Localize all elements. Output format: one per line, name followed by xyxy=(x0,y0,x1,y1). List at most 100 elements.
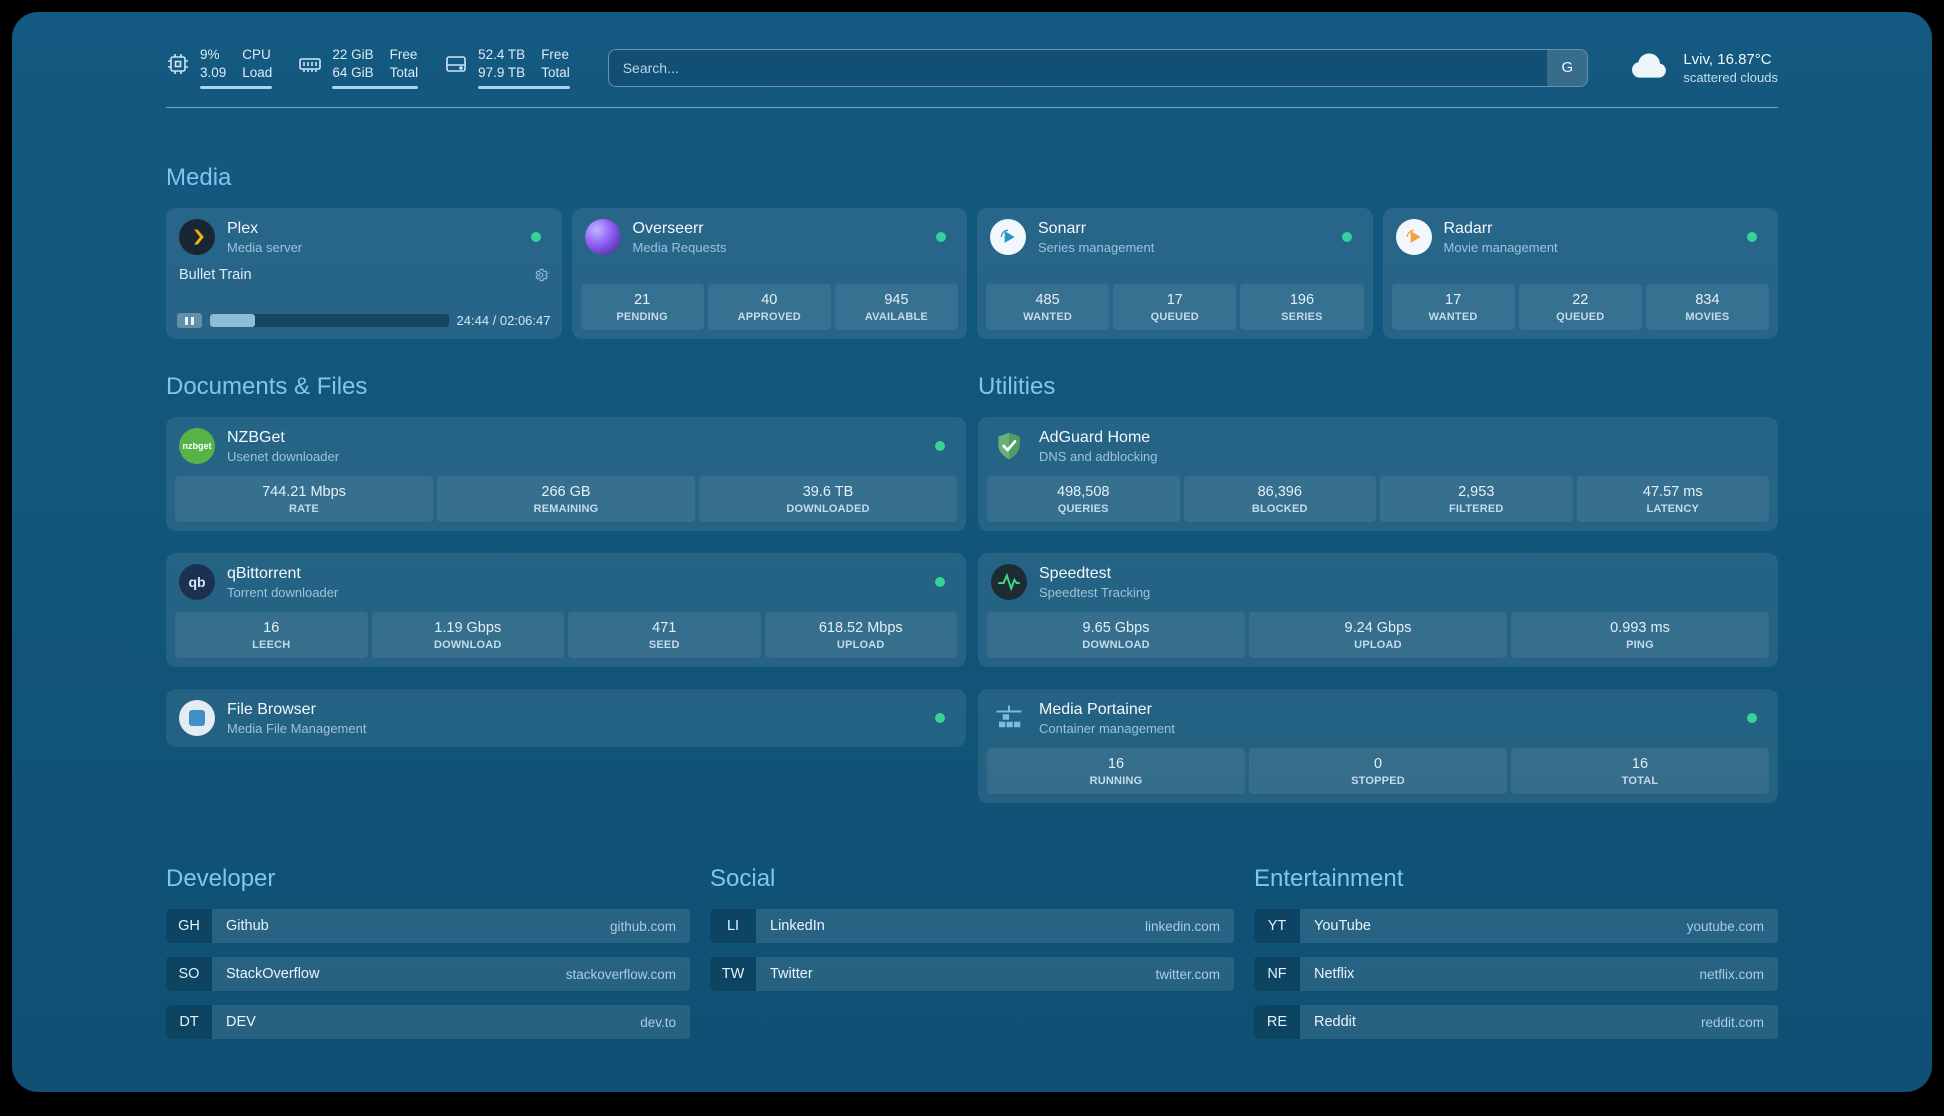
bookmark-dev[interactable]: DT DEV dev.to xyxy=(166,1005,690,1039)
filebrowser-icon xyxy=(179,700,215,736)
playback-progress-bar xyxy=(210,314,449,327)
dashboard-screen: 9% CPU 3.09 Load 22 xyxy=(12,12,1932,1092)
service-card-filebrowser[interactable]: File Browser Media File Management xyxy=(166,689,966,747)
nzbget-stats: 744.21 Mbps RATE 266 GB REMAINING 39.6 T… xyxy=(175,476,957,522)
service-card-portainer[interactable]: Media Portainer Container management 16 … xyxy=(978,689,1778,803)
bookmark-youtube[interactable]: YT YouTube youtube.com xyxy=(1254,909,1778,943)
stat-label: RATE xyxy=(289,503,319,515)
dashboard-container: 9% CPU 3.09 Load 22 xyxy=(166,12,1778,1079)
sonarr-stats: 485 WANTED 17 QUEUED 196 SERIES xyxy=(986,284,1364,330)
service-card-adguard[interactable]: AdGuard Home DNS and adblocking 498,508 … xyxy=(978,417,1778,531)
stat-upload: 618.52 Mbps UPLOAD xyxy=(764,612,957,658)
stat-stopped: 0 STOPPED xyxy=(1249,748,1507,794)
portainer-icon xyxy=(991,700,1027,736)
service-description: Media Requests xyxy=(632,239,727,255)
stat-value: 744.21 Mbps xyxy=(262,484,346,500)
stat-label: WANTED xyxy=(1428,311,1478,323)
pause-button[interactable] xyxy=(177,313,202,328)
speedtest-icon xyxy=(991,564,1027,600)
search-provider-button[interactable]: G xyxy=(1547,49,1588,86)
bookmark-name: StackOverflow xyxy=(226,966,320,982)
stat-label: SERIES xyxy=(1281,311,1323,323)
memory-free-value: 22 GiB xyxy=(332,47,374,62)
search-bar[interactable]: G xyxy=(607,48,1589,87)
stat-movies: 834 MOVIES xyxy=(1645,284,1770,330)
stat-queries: 498,508 QUERIES xyxy=(987,476,1180,522)
stat-ping: 0.993 ms PING xyxy=(1511,612,1769,658)
stat-label: UPLOAD xyxy=(836,639,885,651)
service-name: Sonarr xyxy=(1038,219,1087,237)
disk-free-label: Free xyxy=(541,47,569,62)
bookmark-github[interactable]: GH Github github.com xyxy=(166,909,690,943)
service-card-plex[interactable]: Plex Media server Bullet Train xyxy=(166,208,562,339)
stat-approved: 40 APPROVED xyxy=(707,284,831,330)
stat-rate: 744.21 Mbps RATE xyxy=(175,476,433,522)
disk-widget: 52.4 TB Free 97.9 TB Total xyxy=(444,46,570,89)
bookmark-domain: linkedin.com xyxy=(1144,918,1220,934)
media-row: Plex Media server Bullet Train xyxy=(166,208,1778,339)
bookmark-group-entertainment: Entertainment YT YouTube youtube.com NF … xyxy=(1254,865,1778,1039)
playback-progress-fill xyxy=(210,314,256,327)
disk-icon xyxy=(444,52,468,76)
service-card-radarr[interactable]: Radarr Movie management 17 WANTED 22 QUE… xyxy=(1382,208,1778,339)
stat-queued: 22 QUEUED xyxy=(1518,284,1642,330)
stat-label: SEED xyxy=(648,639,680,651)
qbittorrent-header: qb qBittorrent Torrent downloader xyxy=(175,562,957,602)
bookmark-stackoverflow[interactable]: SO StackOverflow stackoverflow.com xyxy=(166,957,690,991)
stat-queued: 17 QUEUED xyxy=(1113,284,1237,330)
stat-value: 498,508 xyxy=(1057,484,1110,500)
search-input[interactable] xyxy=(608,49,1548,86)
stat-value: 471 xyxy=(652,620,677,636)
stat-value: 0.993 ms xyxy=(1610,620,1670,636)
bookmark-abbr: TW xyxy=(710,957,756,991)
bookmark-group-title-developer: Developer xyxy=(166,865,276,892)
stat-remaining: 266 GB REMAINING xyxy=(437,476,695,522)
service-card-qbittorrent[interactable]: qb qBittorrent Torrent downloader 16 LEE… xyxy=(166,553,966,667)
stat-latency: 47.57 ms LATENCY xyxy=(1576,476,1769,522)
bookmark-name: DEV xyxy=(226,1014,256,1030)
bookmark-twitter[interactable]: TW Twitter twitter.com xyxy=(710,957,1234,991)
service-name: qBittorrent xyxy=(227,564,301,582)
service-card-speedtest[interactable]: Speedtest Speedtest Tracking 9.65 Gbps D… xyxy=(978,553,1778,667)
bookmark-group-title-social: Social xyxy=(710,865,776,892)
topbar-divider xyxy=(166,107,1778,108)
status-dot xyxy=(1747,232,1757,242)
stat-label: STOPPED xyxy=(1351,775,1405,787)
stat-value: 17 xyxy=(1445,292,1462,308)
bookmark-name: Twitter xyxy=(770,966,813,982)
service-name: Media Portainer xyxy=(1039,700,1152,718)
gear-icon[interactable] xyxy=(533,267,549,283)
stat-label: TOTAL xyxy=(1621,775,1659,787)
bookmark-netflix[interactable]: NF Netflix netflix.com xyxy=(1254,957,1778,991)
playback-time: 24:44 / 02:06:47 xyxy=(456,313,551,328)
section-title-utilities: Utilities xyxy=(978,373,1056,400)
stat-label: AVAILABLE xyxy=(864,311,928,323)
service-name: Radarr xyxy=(1443,219,1493,237)
cpu-icon xyxy=(166,52,190,76)
stat-total: 16 TOTAL xyxy=(1511,748,1769,794)
bookmark-group-social: Social LI LinkedIn linkedin.com TW Twitt… xyxy=(710,865,1234,991)
stat-value: 196 xyxy=(1289,292,1315,308)
filebrowser-header: File Browser Media File Management xyxy=(175,698,957,738)
adguard-shield-icon xyxy=(991,428,1027,464)
service-card-nzbget[interactable]: nzbget NZBGet Usenet downloader 744.21 M… xyxy=(166,417,966,531)
playback-row: 24:44 / 02:06:47 xyxy=(175,313,553,330)
bookmark-linkedin[interactable]: LI LinkedIn linkedin.com xyxy=(710,909,1234,943)
service-card-sonarr[interactable]: Sonarr Series management 485 WANTED 17 Q… xyxy=(977,208,1373,339)
section-title-media: Media xyxy=(166,164,232,191)
status-dot xyxy=(935,441,945,451)
bookmark-group-title-entertainment: Entertainment xyxy=(1254,865,1404,892)
stat-label: MOVIES xyxy=(1685,311,1730,323)
adguard-header: AdGuard Home DNS and adblocking xyxy=(987,426,1769,466)
middle-columns: Documents & Files nzbget NZBGet Usenet d… xyxy=(166,373,1778,803)
service-card-overseerr[interactable]: Overseerr Media Requests 21 PENDING 40 A… xyxy=(571,208,967,339)
bookmark-abbr: NF xyxy=(1254,957,1300,991)
documents-section: Documents & Files nzbget NZBGet Usenet d… xyxy=(166,373,966,747)
bookmark-reddit[interactable]: RE Reddit reddit.com xyxy=(1254,1005,1778,1039)
bookmark-name: LinkedIn xyxy=(770,918,825,934)
stat-pending: 21 PENDING xyxy=(580,284,704,330)
stat-label: APPROVED xyxy=(737,311,801,323)
stat-value: 0 xyxy=(1373,756,1383,772)
adguard-stats: 498,508 QUERIES 86,396 BLOCKED 2,953 FIL… xyxy=(987,476,1769,522)
service-description: Series management xyxy=(1038,239,1155,255)
